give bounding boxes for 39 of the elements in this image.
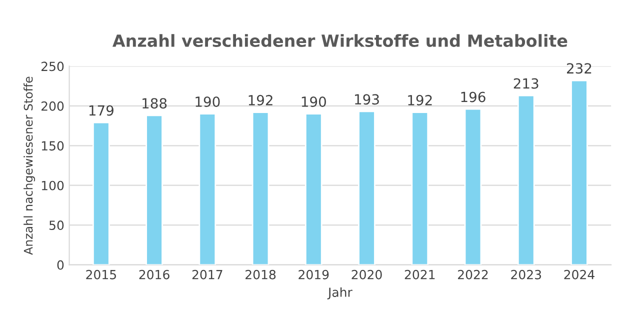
x-axis-title: Jahr — [327, 287, 352, 300]
x-tick-label: 2018 — [246, 270, 276, 280]
y-tick-label: 150 — [42, 141, 64, 151]
data-label: 193 — [355, 94, 379, 105]
y-tick-label: 200 — [41, 101, 64, 111]
data-label: 213 — [514, 78, 538, 89]
y-tick-label: 100 — [42, 180, 64, 190]
bar — [570, 80, 588, 265]
x-tick-label: 2015 — [86, 270, 116, 280]
data-label: 190 — [196, 96, 220, 108]
data-label: 188 — [142, 98, 167, 109]
bar — [198, 113, 216, 265]
bar — [304, 113, 322, 265]
x-tick-label: 2020 — [352, 270, 382, 280]
x-tick-label: 2016 — [139, 270, 170, 280]
bar — [92, 122, 110, 265]
x-tick-label: 2024 — [564, 270, 594, 280]
data-label: 196 — [461, 92, 486, 102]
x-tick-label: 2022 — [458, 270, 488, 280]
y-tick-label: 250 — [41, 62, 64, 72]
chart-title: Anzahl verschiedener Wirkstoffe und Metabolite — [112, 34, 568, 47]
x-tick-label: 2023 — [511, 270, 542, 280]
data-label: 192 — [248, 94, 272, 106]
data-label: 192 — [408, 94, 432, 106]
bar — [464, 108, 482, 265]
data-label: 232 — [566, 63, 592, 74]
data-label: 179 — [89, 105, 114, 116]
bar — [517, 94, 535, 265]
bar — [146, 114, 163, 265]
y-axis-title: Anzahl nachgewiesener Stoffe — [24, 76, 36, 255]
x-tick-label: 2021 — [404, 270, 435, 280]
bar — [252, 112, 270, 265]
y-tick-label: 0 — [57, 260, 64, 270]
x-tick-label: 2019 — [298, 270, 329, 280]
data-label: 190 — [302, 96, 326, 108]
bar — [411, 112, 429, 265]
y-tick-label: 50 — [49, 220, 64, 230]
bar — [358, 110, 376, 265]
x-tick-label: 2017 — [192, 270, 222, 280]
